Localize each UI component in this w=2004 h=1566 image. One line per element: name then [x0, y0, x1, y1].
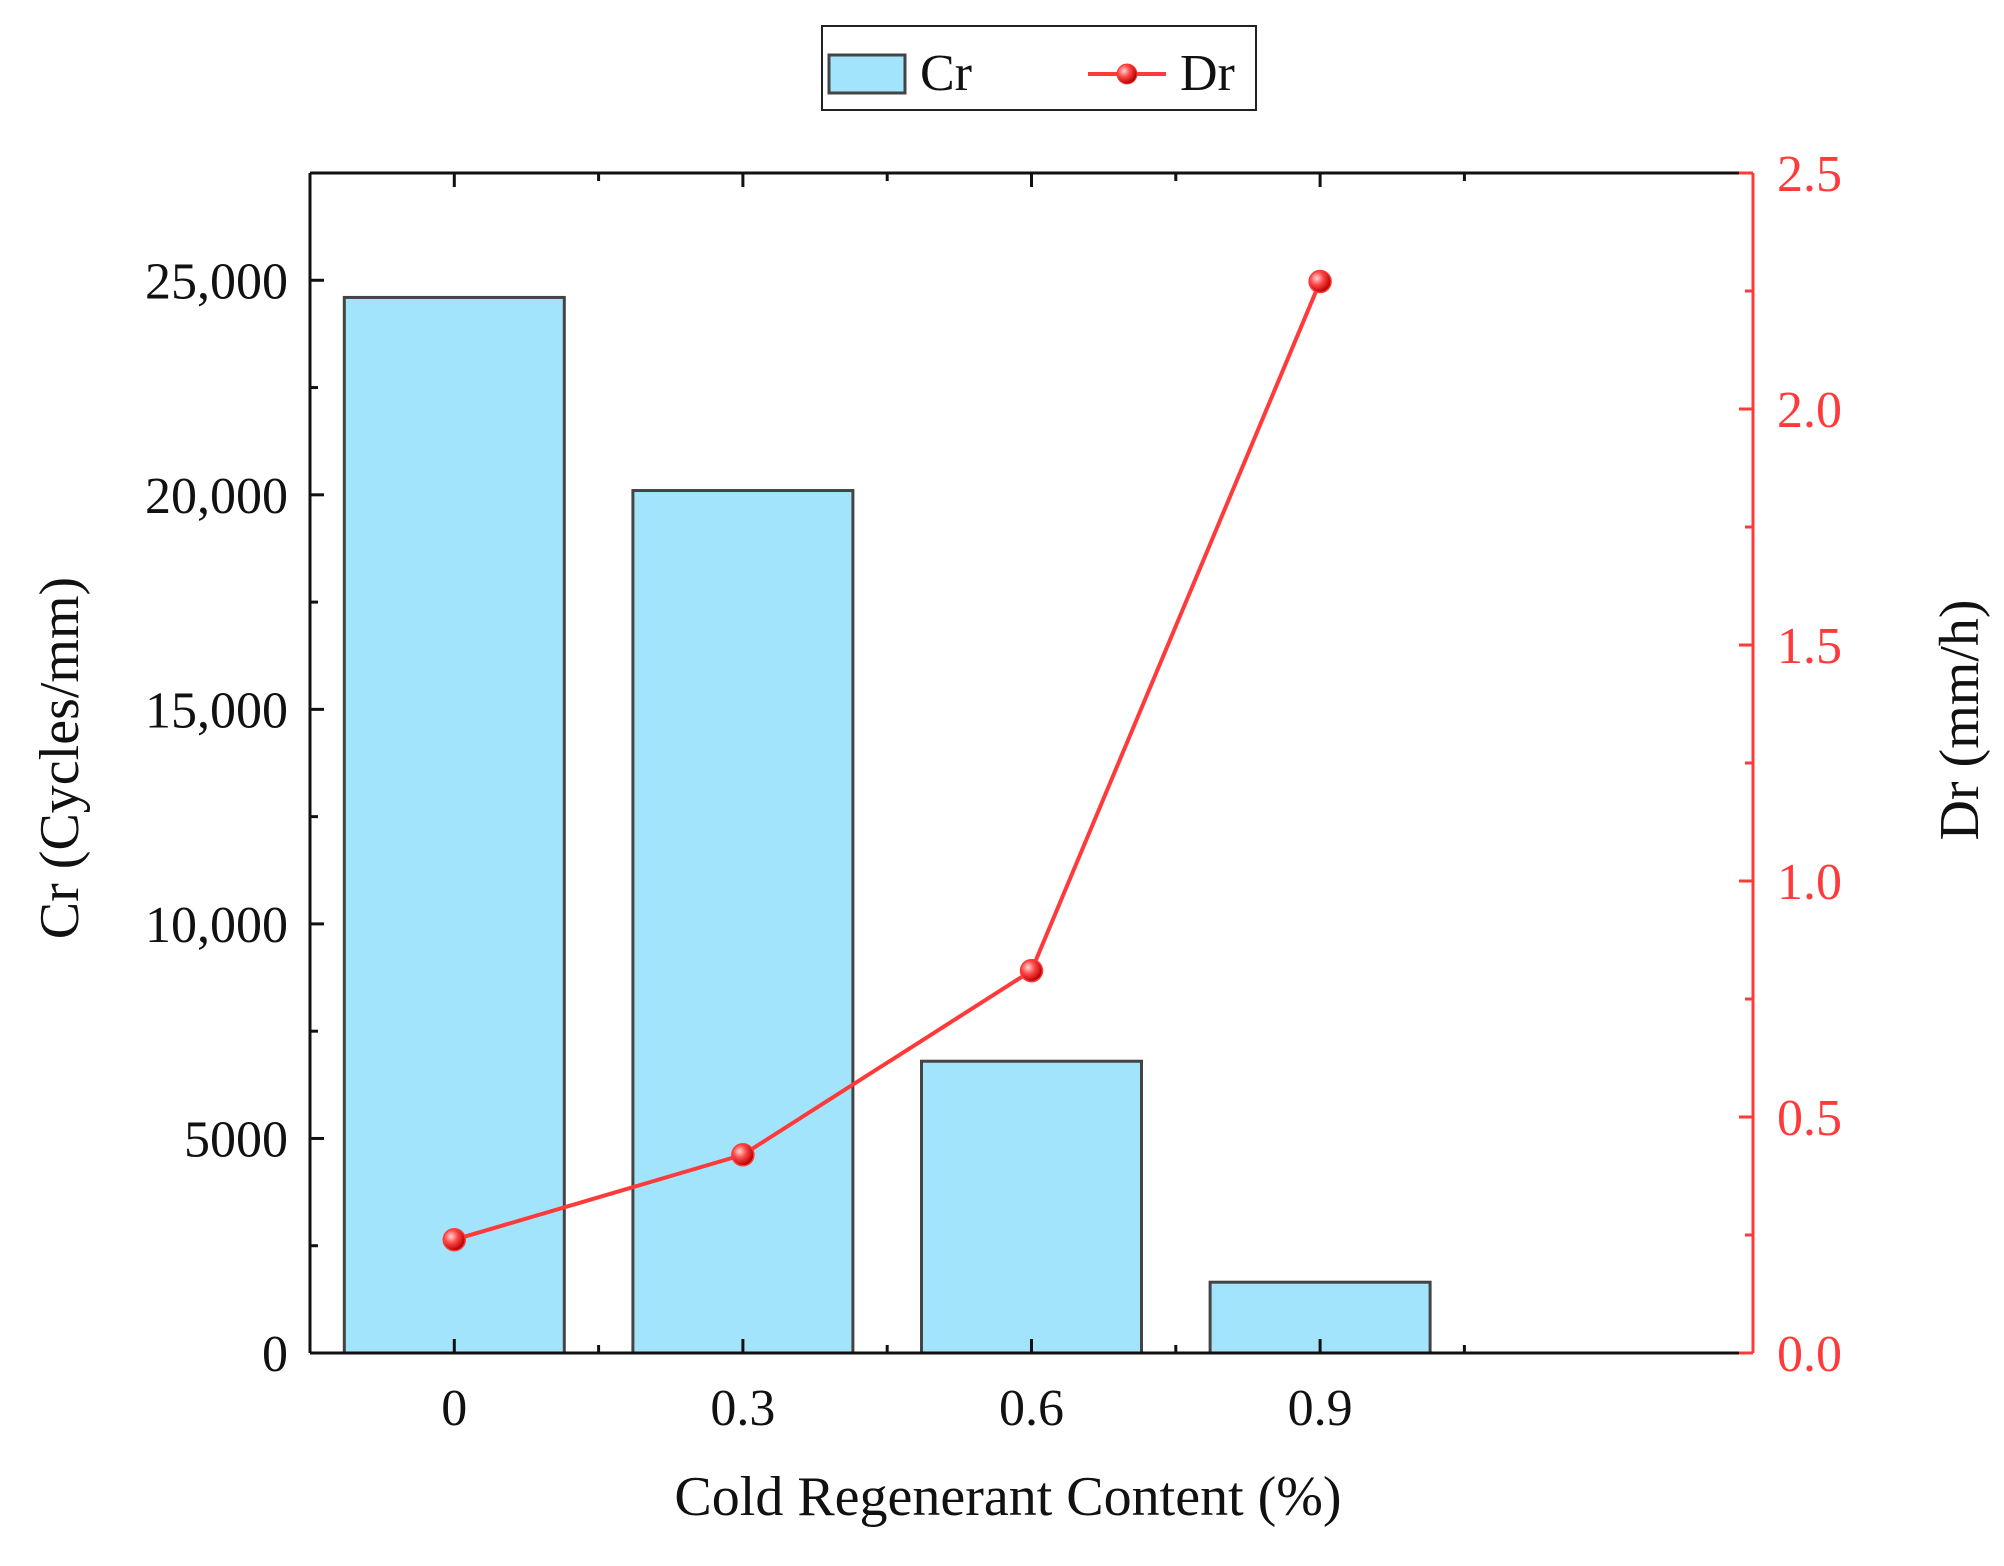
x-tick-label: 0.9: [1288, 1380, 1353, 1437]
right-tick-label: 1.5: [1777, 618, 1842, 675]
right-tick-label: 1.0: [1777, 854, 1842, 911]
line-series-dr: [442, 269, 1332, 1252]
marker-dr-0.9: [1308, 269, 1332, 294]
right-tick-label: 0.5: [1777, 1090, 1842, 1147]
left-y-axis-title: Cr (Cycles/mm): [29, 577, 91, 939]
x-tick-label: 0.3: [710, 1380, 775, 1437]
left-tick-label: 20,000: [145, 468, 288, 525]
left-tick-label: 0: [262, 1326, 288, 1383]
left-tick-label: 5000: [184, 1111, 288, 1168]
left-tick-label: 10,000: [145, 897, 288, 954]
legend-swatch-cr: [827, 53, 907, 95]
left-tick-label: 25,000: [145, 253, 288, 310]
legend: Cr Dr: [821, 25, 1257, 111]
right-y-axis-title: Dr (mm/h): [1929, 599, 1991, 840]
marker-dr-0: [442, 1227, 467, 1252]
left-y-ticks: 0 5000 10,000 15,000 20,000 25,000: [145, 253, 324, 1383]
x-tick-label: 0: [441, 1380, 467, 1437]
x-tick-label: 0.6: [999, 1380, 1064, 1437]
x-axis-title: Cold Regenerant Content (%): [674, 1466, 1341, 1528]
bar-cr-0.3: [631, 489, 855, 1355]
right-y-ticks: 0.0 0.5 1.0 1.5 2.0 2.5: [1739, 146, 1842, 1383]
dr-series-line: [453, 280, 1322, 1242]
marker-dr-0.3: [731, 1143, 755, 1167]
marker-dr-0.6: [1019, 958, 1044, 983]
right-tick-label: 2.5: [1777, 146, 1842, 203]
legend-marker-dr: [1116, 63, 1138, 85]
bar-cr-0.6: [920, 1059, 1143, 1355]
right-tick-label: 2.0: [1777, 382, 1842, 439]
bar-series-cr: [342, 295, 1432, 1355]
legend-label-dr: Dr: [1180, 45, 1235, 102]
legend-label-cr: Cr: [920, 45, 972, 102]
right-tick-label: 0.0: [1777, 1326, 1842, 1383]
axes: 0 5000 10,000 15,000 20,000 25,000 0.0 0.5 1.0 1…: [145, 146, 1842, 1437]
x-ticks: 0 0.3 0.6 0.9: [441, 173, 1466, 1437]
left-tick-label: 15,000: [145, 682, 288, 739]
dr-markers: [442, 269, 1332, 1252]
bar-cr-0: [342, 295, 566, 1355]
